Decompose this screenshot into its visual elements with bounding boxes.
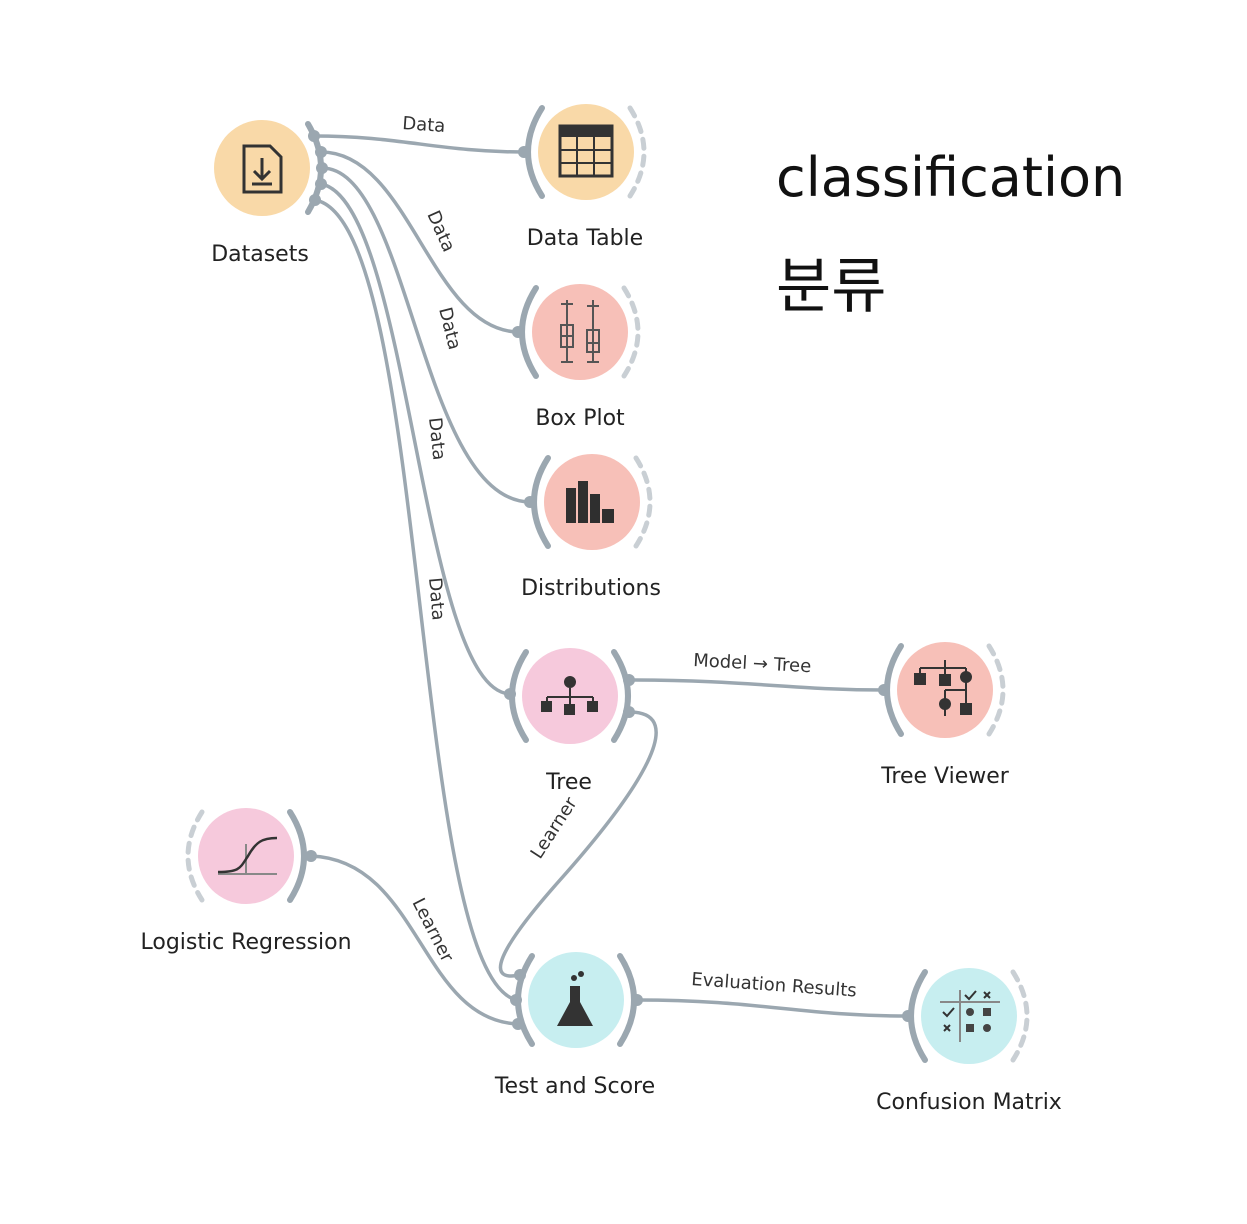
- node-label: Tree: [545, 770, 592, 795]
- node-tree[interactable]: Tree: [504, 648, 635, 795]
- link-label-data-table: Data: [402, 113, 446, 137]
- node-confusion-matrix-circle[interactable]: [921, 968, 1017, 1064]
- node-data-table[interactable]: Data Table: [518, 104, 647, 251]
- output-bracket: [621, 285, 641, 379]
- link-label-box-plot: Data: [422, 207, 459, 255]
- flask-icon: [557, 971, 593, 1026]
- node-data-table-circle[interactable]: [538, 104, 634, 200]
- output-bracket[interactable]: [287, 809, 307, 903]
- node-distributions[interactable]: Distributions: [521, 454, 661, 601]
- node-box-plot[interactable]: Box Plot: [512, 284, 641, 431]
- link-label-lr-learner: Learner: [408, 895, 458, 966]
- links-layer: [310, 134, 909, 1026]
- output-bracket: [627, 105, 647, 199]
- output-bracket: [633, 455, 653, 549]
- link-label-test-score: Data: [424, 577, 449, 622]
- link-label-tree-learner: Learner: [527, 793, 582, 863]
- link-tree-treeviewer[interactable]: [628, 678, 885, 692]
- annotation-title[interactable]: classification: [776, 146, 1126, 209]
- output-bracket: [1010, 969, 1030, 1063]
- link-datasets-testscore[interactable]: [314, 198, 517, 1002]
- link-tree-testscore[interactable]: [498, 710, 658, 978]
- node-label: Datasets: [211, 242, 309, 267]
- node-label: Logistic Regression: [140, 930, 351, 955]
- node-label: Tree Viewer: [880, 764, 1010, 789]
- box-plot-icon: [560, 300, 600, 363]
- node-label: Data Table: [527, 226, 643, 251]
- link-logreg-testscore[interactable]: [310, 854, 519, 1026]
- link-datasets-datatable[interactable]: [313, 134, 525, 154]
- link-label-distributions: Data: [434, 305, 465, 352]
- node-logistic-regression[interactable]: Logistic Regression: [140, 808, 352, 955]
- node-test-and-score[interactable]: Test and Score: [494, 952, 655, 1099]
- link-testscore-confusion[interactable]: [636, 998, 909, 1018]
- link-label-tree-viewer: Model → Tree: [693, 650, 812, 677]
- node-tree-viewer[interactable]: Tree Viewer: [878, 642, 1010, 789]
- node-label: Confusion Matrix: [876, 1090, 1062, 1115]
- node-label: Distributions: [521, 576, 661, 601]
- link-label-tree: Data: [424, 416, 449, 461]
- node-confusion-matrix[interactable]: Confusion Matrix: [876, 968, 1062, 1115]
- bar-chart-icon: [566, 481, 614, 523]
- output-bracket: [986, 643, 1006, 737]
- link-datasets-boxplot[interactable]: [320, 150, 519, 334]
- hierarchy-icon: [541, 676, 598, 715]
- link-datasets-distributions[interactable]: [321, 166, 531, 504]
- matrix-icon: [940, 990, 1000, 1042]
- link-label-evaluation: Evaluation Results: [691, 969, 858, 1002]
- file-download-icon: [242, 144, 283, 194]
- sigmoid-curve-icon: [217, 836, 278, 875]
- node-label: Box Plot: [535, 406, 625, 431]
- table-grid-icon: [558, 124, 614, 178]
- node-box-plot-circle[interactable]: [532, 284, 628, 380]
- output-bracket[interactable]: [611, 649, 631, 743]
- node-datasets[interactable]: Datasets: [211, 120, 328, 267]
- annotation-subtitle[interactable]: 분류: [776, 252, 887, 322]
- node-label: Test and Score: [494, 1074, 655, 1099]
- tree-graph-icon: [914, 660, 972, 716]
- link-datasets-tree[interactable]: [320, 182, 511, 696]
- input-bracket: [185, 809, 205, 903]
